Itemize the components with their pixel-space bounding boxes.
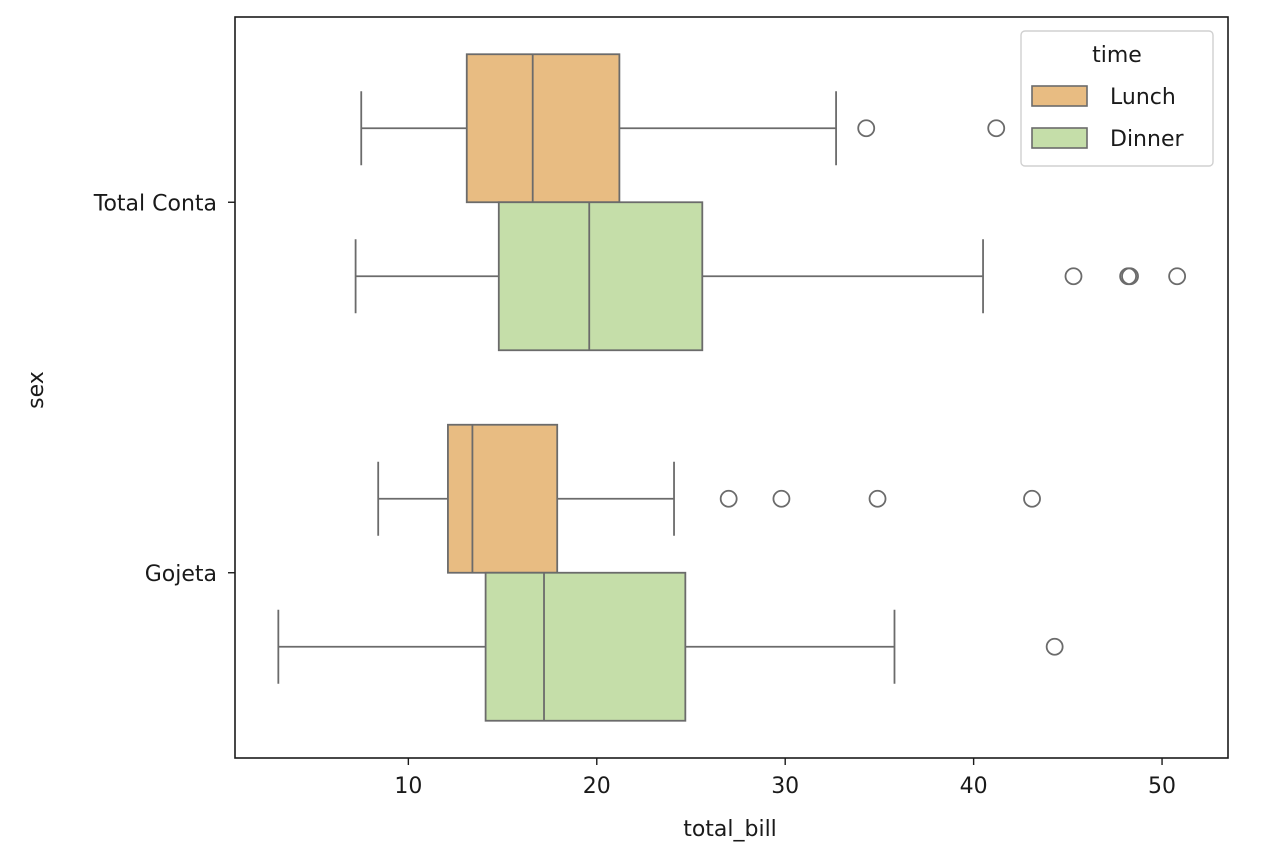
legend-label: Lunch — [1110, 85, 1176, 110]
outlier-point — [719, 489, 738, 508]
outlier-point — [772, 489, 791, 508]
box-iqr — [447, 423, 559, 574]
outlier-point — [1045, 637, 1064, 656]
outlier-point — [1168, 267, 1187, 286]
y-axis-label: sex — [24, 371, 49, 409]
outlier-point — [1121, 267, 1139, 286]
box-group — [277, 571, 1064, 722]
box-iqr — [465, 53, 621, 204]
y-tick-label: Total Conta — [93, 191, 217, 216]
box-iqr — [497, 201, 704, 352]
outlier-point — [987, 119, 1006, 138]
legend-swatch — [1031, 85, 1088, 107]
legend-swatch — [1031, 127, 1088, 149]
legend: time Lunch Dinner — [1020, 30, 1214, 167]
legend-title: time — [1092, 43, 1142, 68]
legend-label: Dinner — [1110, 127, 1184, 152]
box-group — [377, 423, 1041, 574]
y-tick-label: Gojeta — [145, 562, 217, 587]
x-tick-label: 40 — [960, 774, 988, 799]
outlier-point — [1064, 267, 1083, 286]
outlier-point — [857, 119, 876, 138]
x-tick-label: 10 — [394, 774, 422, 799]
y-axis: Total Conta Gojeta — [93, 191, 235, 587]
x-tick-label: 50 — [1148, 774, 1176, 799]
x-tick-label: 20 — [583, 774, 611, 799]
x-axis: 10 20 30 40 50 — [394, 758, 1176, 799]
plot-frame — [234, 16, 1229, 759]
x-tick-label: 30 — [771, 774, 799, 799]
outlier-point — [1023, 489, 1041, 508]
box-marks — [277, 53, 1187, 722]
x-axis-label: total_bill — [683, 817, 777, 842]
box-group — [354, 201, 1187, 352]
box-iqr — [484, 571, 687, 722]
outlier-point — [868, 489, 887, 508]
